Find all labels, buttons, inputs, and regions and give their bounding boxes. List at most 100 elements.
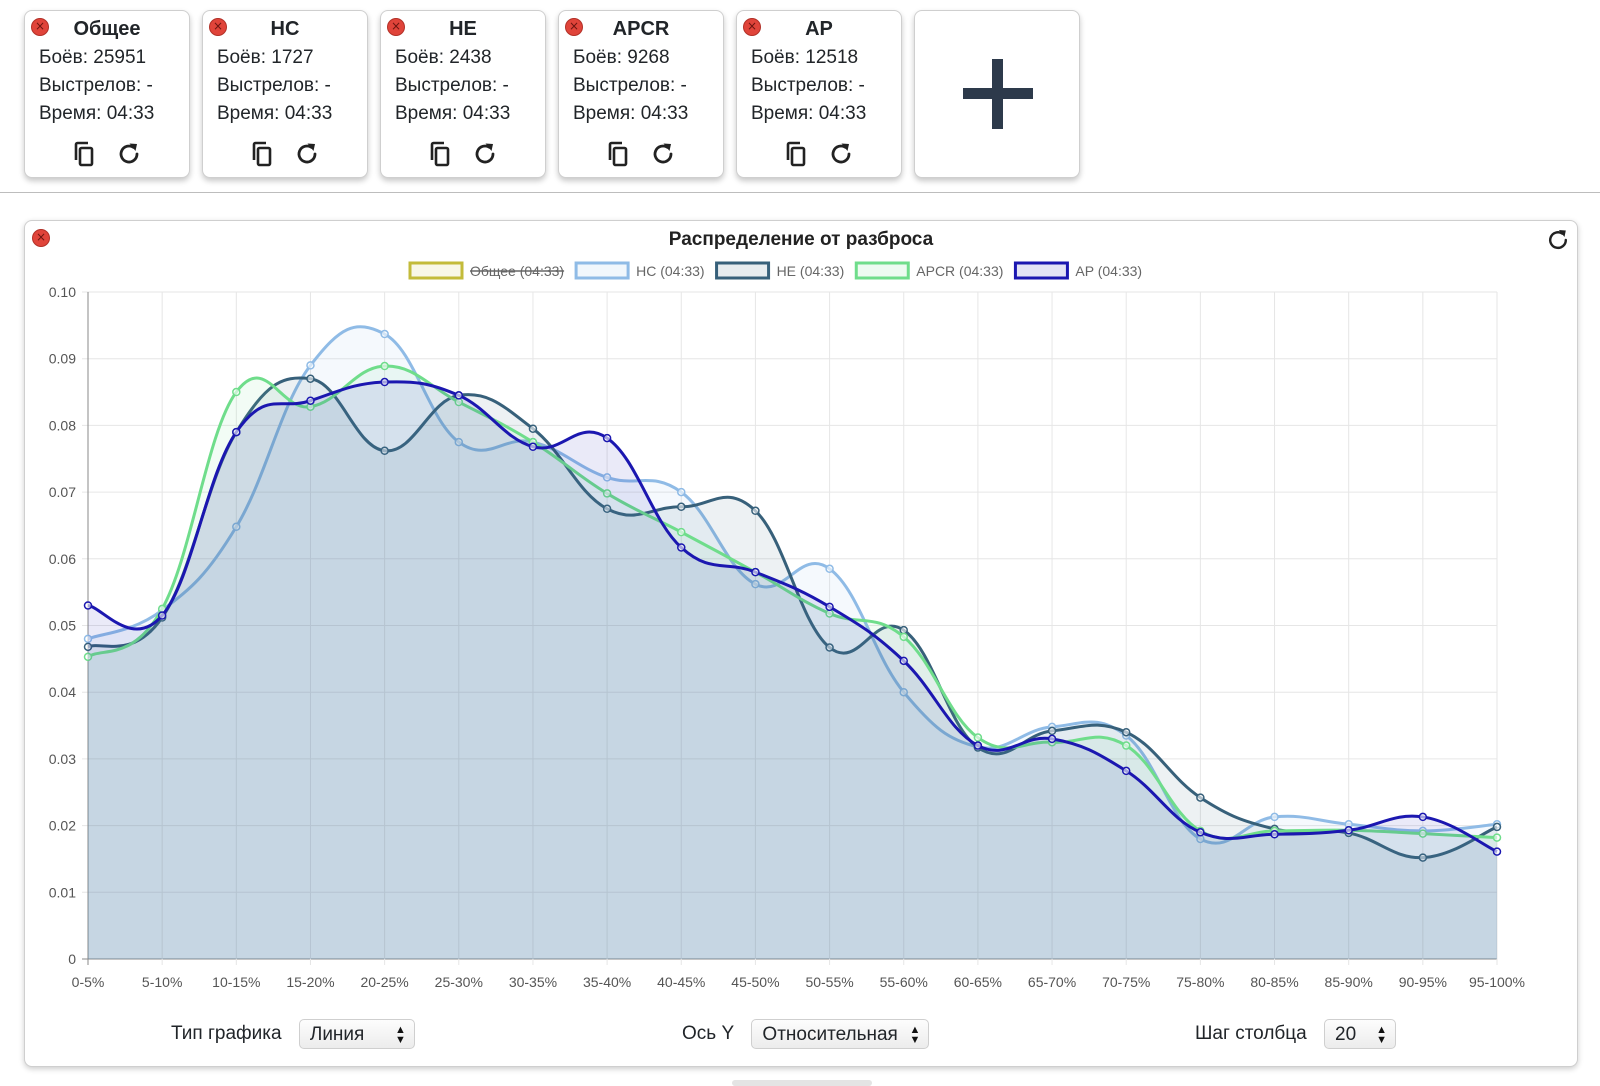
series-area <box>88 366 1497 959</box>
y-tick-label: 0.07 <box>49 484 76 500</box>
data-point <box>454 391 464 400</box>
x-tick-label: 20-25% <box>360 974 408 990</box>
step-select[interactable]: 20 ▲ ▼ <box>1324 1019 1397 1049</box>
y-axis-control: Ось Y Относительная ▲ ▼ <box>682 1019 930 1049</box>
close-icon[interactable]: × <box>743 18 761 36</box>
close-icon[interactable]: × <box>31 18 49 36</box>
card-he: × HE Боёв: 2438 Выстрелов: - Время: 04:3… <box>380 10 546 178</box>
data-point <box>602 433 612 443</box>
data-point <box>973 741 983 750</box>
x-tick-label: 80-85% <box>1250 974 1298 990</box>
select-arrows-icon: ▲ ▼ <box>1376 1024 1388 1046</box>
x-axis-ticks: 0-5% 5-10% 10-15% 15-20% 20-25% 25-30% 30-35% 3… <box>72 974 1525 990</box>
card-shots: Выстрелов: - <box>395 75 509 96</box>
data-point <box>380 446 389 455</box>
legend-label: HE (04:33) <box>777 263 845 279</box>
legend-item: HC (04:33) <box>574 261 705 280</box>
card-shots: Выстрелов: - <box>751 75 865 96</box>
legend-swatch <box>1013 261 1069 280</box>
series-area <box>88 381 1497 959</box>
series-line <box>87 376 1498 860</box>
card-battles: Боёв: 25951 <box>39 47 147 68</box>
close-icon[interactable]: × <box>209 18 227 36</box>
data-point <box>380 361 389 371</box>
data-point <box>751 579 760 589</box>
legend-swatch <box>854 261 910 280</box>
refresh-icon[interactable] <box>1545 227 1571 253</box>
select-arrows-icon: ▲ ▼ <box>909 1024 921 1046</box>
data-point <box>528 424 538 433</box>
legend-swatch <box>715 261 771 280</box>
data-point <box>1492 833 1502 842</box>
refresh-icon[interactable] <box>826 139 856 169</box>
card-battles: Боёв: 12518 <box>751 47 859 68</box>
card-time: Время: 04:33 <box>217 103 333 124</box>
copy-icon[interactable] <box>248 139 278 169</box>
close-icon[interactable]: × <box>387 18 405 36</box>
data-point <box>1121 741 1131 750</box>
x-tick-label: 45-50% <box>731 974 779 990</box>
x-tick-label: 60-65% <box>954 974 1002 990</box>
card-actions <box>203 139 367 169</box>
chart-type-control: Тип графика Линия ▲ ▼ <box>171 1019 415 1049</box>
legend-label: AP (04:33) <box>1075 263 1142 279</box>
series-line <box>87 380 1498 853</box>
legend-label: HC (04:33) <box>636 263 704 279</box>
chart-type-select[interactable]: Линия ▲ ▼ <box>298 1019 415 1049</box>
x-tick-label: 10-15% <box>212 974 260 990</box>
distribution-chart: Распределение от разброса Общее (04:33) H… <box>49 229 1525 990</box>
copy-icon[interactable] <box>426 139 456 169</box>
data-point <box>157 611 167 620</box>
copy-icon[interactable] <box>782 139 812 169</box>
refresh-icon[interactable] <box>114 139 144 169</box>
data-point <box>899 687 908 697</box>
close-icon[interactable]: × <box>32 229 50 247</box>
card-shots: Выстрелов: - <box>573 75 687 96</box>
legend-item: Общее (04:33) <box>408 261 565 280</box>
refresh-icon[interactable] <box>292 139 322 169</box>
data-point <box>83 634 93 644</box>
data-point <box>825 564 834 574</box>
card-title: HC <box>270 18 300 40</box>
data-point <box>1418 829 1428 838</box>
y-axis-value: Относительная <box>762 1024 898 1045</box>
copy-icon[interactable] <box>70 139 100 169</box>
card-actions <box>381 139 545 169</box>
data-point <box>1492 822 1502 832</box>
x-tick-label: 95-100% <box>1469 974 1525 990</box>
chart-plot <box>83 325 1502 959</box>
data-point <box>751 506 760 516</box>
x-tick-label: 25-30% <box>435 974 483 990</box>
data-point <box>677 543 686 552</box>
legend-swatch <box>574 261 630 280</box>
close-icon[interactable]: × <box>565 18 583 36</box>
data-point <box>1047 734 1057 744</box>
data-point <box>1270 812 1279 822</box>
data-point <box>1047 726 1057 736</box>
y-tick-label: 0.08 <box>49 417 76 433</box>
refresh-icon[interactable] <box>648 139 678 169</box>
copy-icon[interactable] <box>604 139 634 169</box>
chart-controls: Тип графика Линия ▲ ▼ Ось Y Относительная… <box>25 1019 1577 1053</box>
data-point <box>306 374 315 383</box>
data-point <box>1418 812 1428 822</box>
data-point <box>1196 828 1205 837</box>
data-point <box>825 643 834 652</box>
add-card-button[interactable] <box>914 10 1080 178</box>
data-point <box>1121 727 1131 737</box>
refresh-icon[interactable] <box>470 139 500 169</box>
card-hc: × HC Боёв: 1727 Выстрелов: - Время: 04:3… <box>202 10 368 178</box>
data-point <box>306 361 315 370</box>
legend-swatch <box>408 261 464 280</box>
x-tick-label: 40-45% <box>657 974 705 990</box>
y-axis-select[interactable]: Относительная ▲ ▼ <box>751 1019 930 1049</box>
chart-panel: × Распределение от разброса Общее (04:33… <box>24 220 1578 1067</box>
data-point <box>602 489 612 498</box>
data-point <box>83 642 93 652</box>
step-label: Шаг столбца <box>1195 1023 1307 1044</box>
y-tick-label: 0 <box>68 951 76 967</box>
card-time: Время: 04:33 <box>573 103 689 124</box>
step-control: Шаг столбца 20 ▲ ▼ <box>1195 1019 1397 1049</box>
y-tick-label: 0.03 <box>49 751 76 767</box>
select-arrows-icon: ▲ ▼ <box>394 1024 406 1046</box>
